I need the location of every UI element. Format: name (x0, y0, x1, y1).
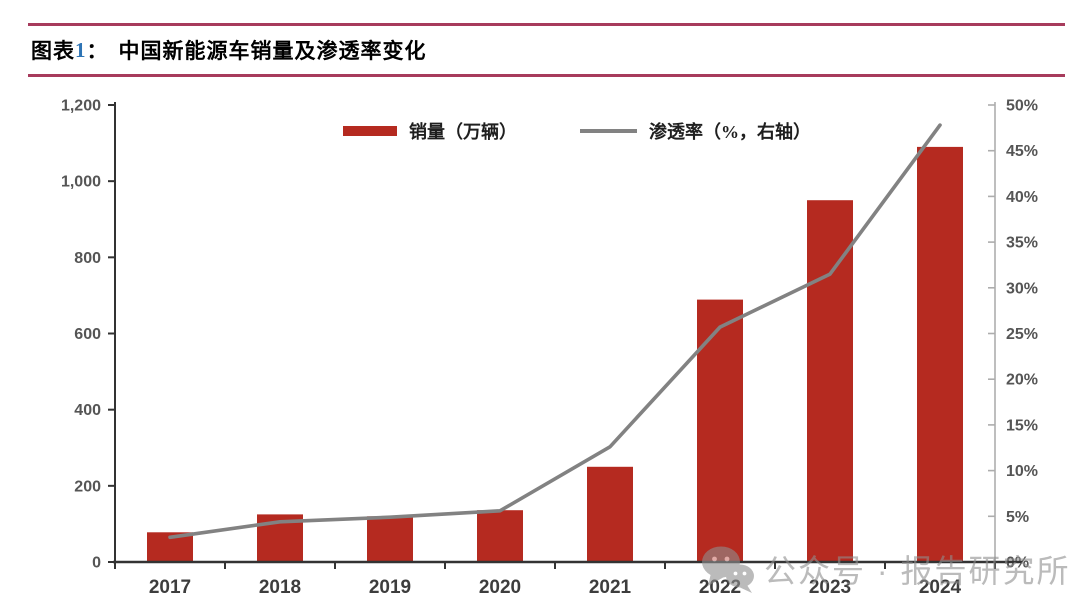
bar-2024[interactable] (917, 146, 963, 562)
top-rule (28, 23, 1065, 26)
legend-item-sales[interactable]: 销量（万辆） (343, 121, 517, 142)
figure-label-prefix: 图表 (31, 39, 75, 63)
left-axis-label: 600 (74, 326, 101, 343)
bar-2022[interactable] (697, 299, 743, 562)
penetration-legend-label: 渗透率（%，右轴） (649, 122, 811, 142)
left-axis-label: 0 (92, 555, 101, 572)
left-axis-label: 1,200 (61, 98, 101, 115)
x-axis-label-2023: 2023 (809, 577, 851, 598)
x-axis-label-2018: 2018 (259, 577, 301, 598)
x-axis-label-2024: 2024 (919, 577, 962, 598)
bar-2023[interactable] (807, 200, 853, 563)
right-axis-label: 5% (1006, 509, 1029, 526)
left-axis-label: 1,000 (61, 174, 101, 191)
right-axis-label: 15% (1006, 417, 1038, 434)
bar-2021[interactable] (587, 466, 633, 562)
sales-legend-swatch (343, 126, 397, 136)
penetration-legend-swatch (580, 129, 637, 133)
sales-legend-label: 销量（万辆） (409, 122, 517, 142)
x-axis-label-2020: 2020 (479, 577, 521, 598)
right-axis-label: 30% (1006, 280, 1038, 297)
right-axis-label: 40% (1006, 189, 1038, 206)
right-axis-label: 10% (1006, 463, 1038, 480)
right-axis-label: 25% (1006, 326, 1038, 343)
right-axis-label: 35% (1006, 235, 1038, 252)
left-axis-label: 800 (74, 250, 101, 267)
bar-2019[interactable] (367, 516, 413, 562)
legend-item-penetration[interactable]: 渗透率（%，右轴） (580, 121, 811, 142)
figure-label-separator: ： (86, 39, 109, 63)
right-axis-label: 20% (1006, 372, 1038, 389)
bottom-rule (28, 74, 1065, 77)
figure-title: 图表 1： 中国新能源车销量及渗透率变化 (31, 33, 427, 67)
figure-title-text: 中国新能源车销量及渗透率变化 (118, 39, 427, 63)
x-axis-label-2022: 2022 (699, 577, 741, 598)
x-axis-label-2017: 2017 (149, 577, 191, 598)
left-axis-label: 400 (74, 402, 101, 419)
right-axis-label: 45% (1006, 143, 1038, 160)
x-axis-label-2021: 2021 (589, 577, 632, 598)
x-axis-label-2019: 2019 (369, 577, 411, 598)
right-axis-label: 50% (1006, 98, 1038, 115)
figure-label-number: 1 (75, 37, 87, 62)
left-axis-label: 200 (74, 478, 101, 495)
penetration-line[interactable] (168, 123, 942, 540)
bar-2020[interactable] (477, 510, 523, 562)
